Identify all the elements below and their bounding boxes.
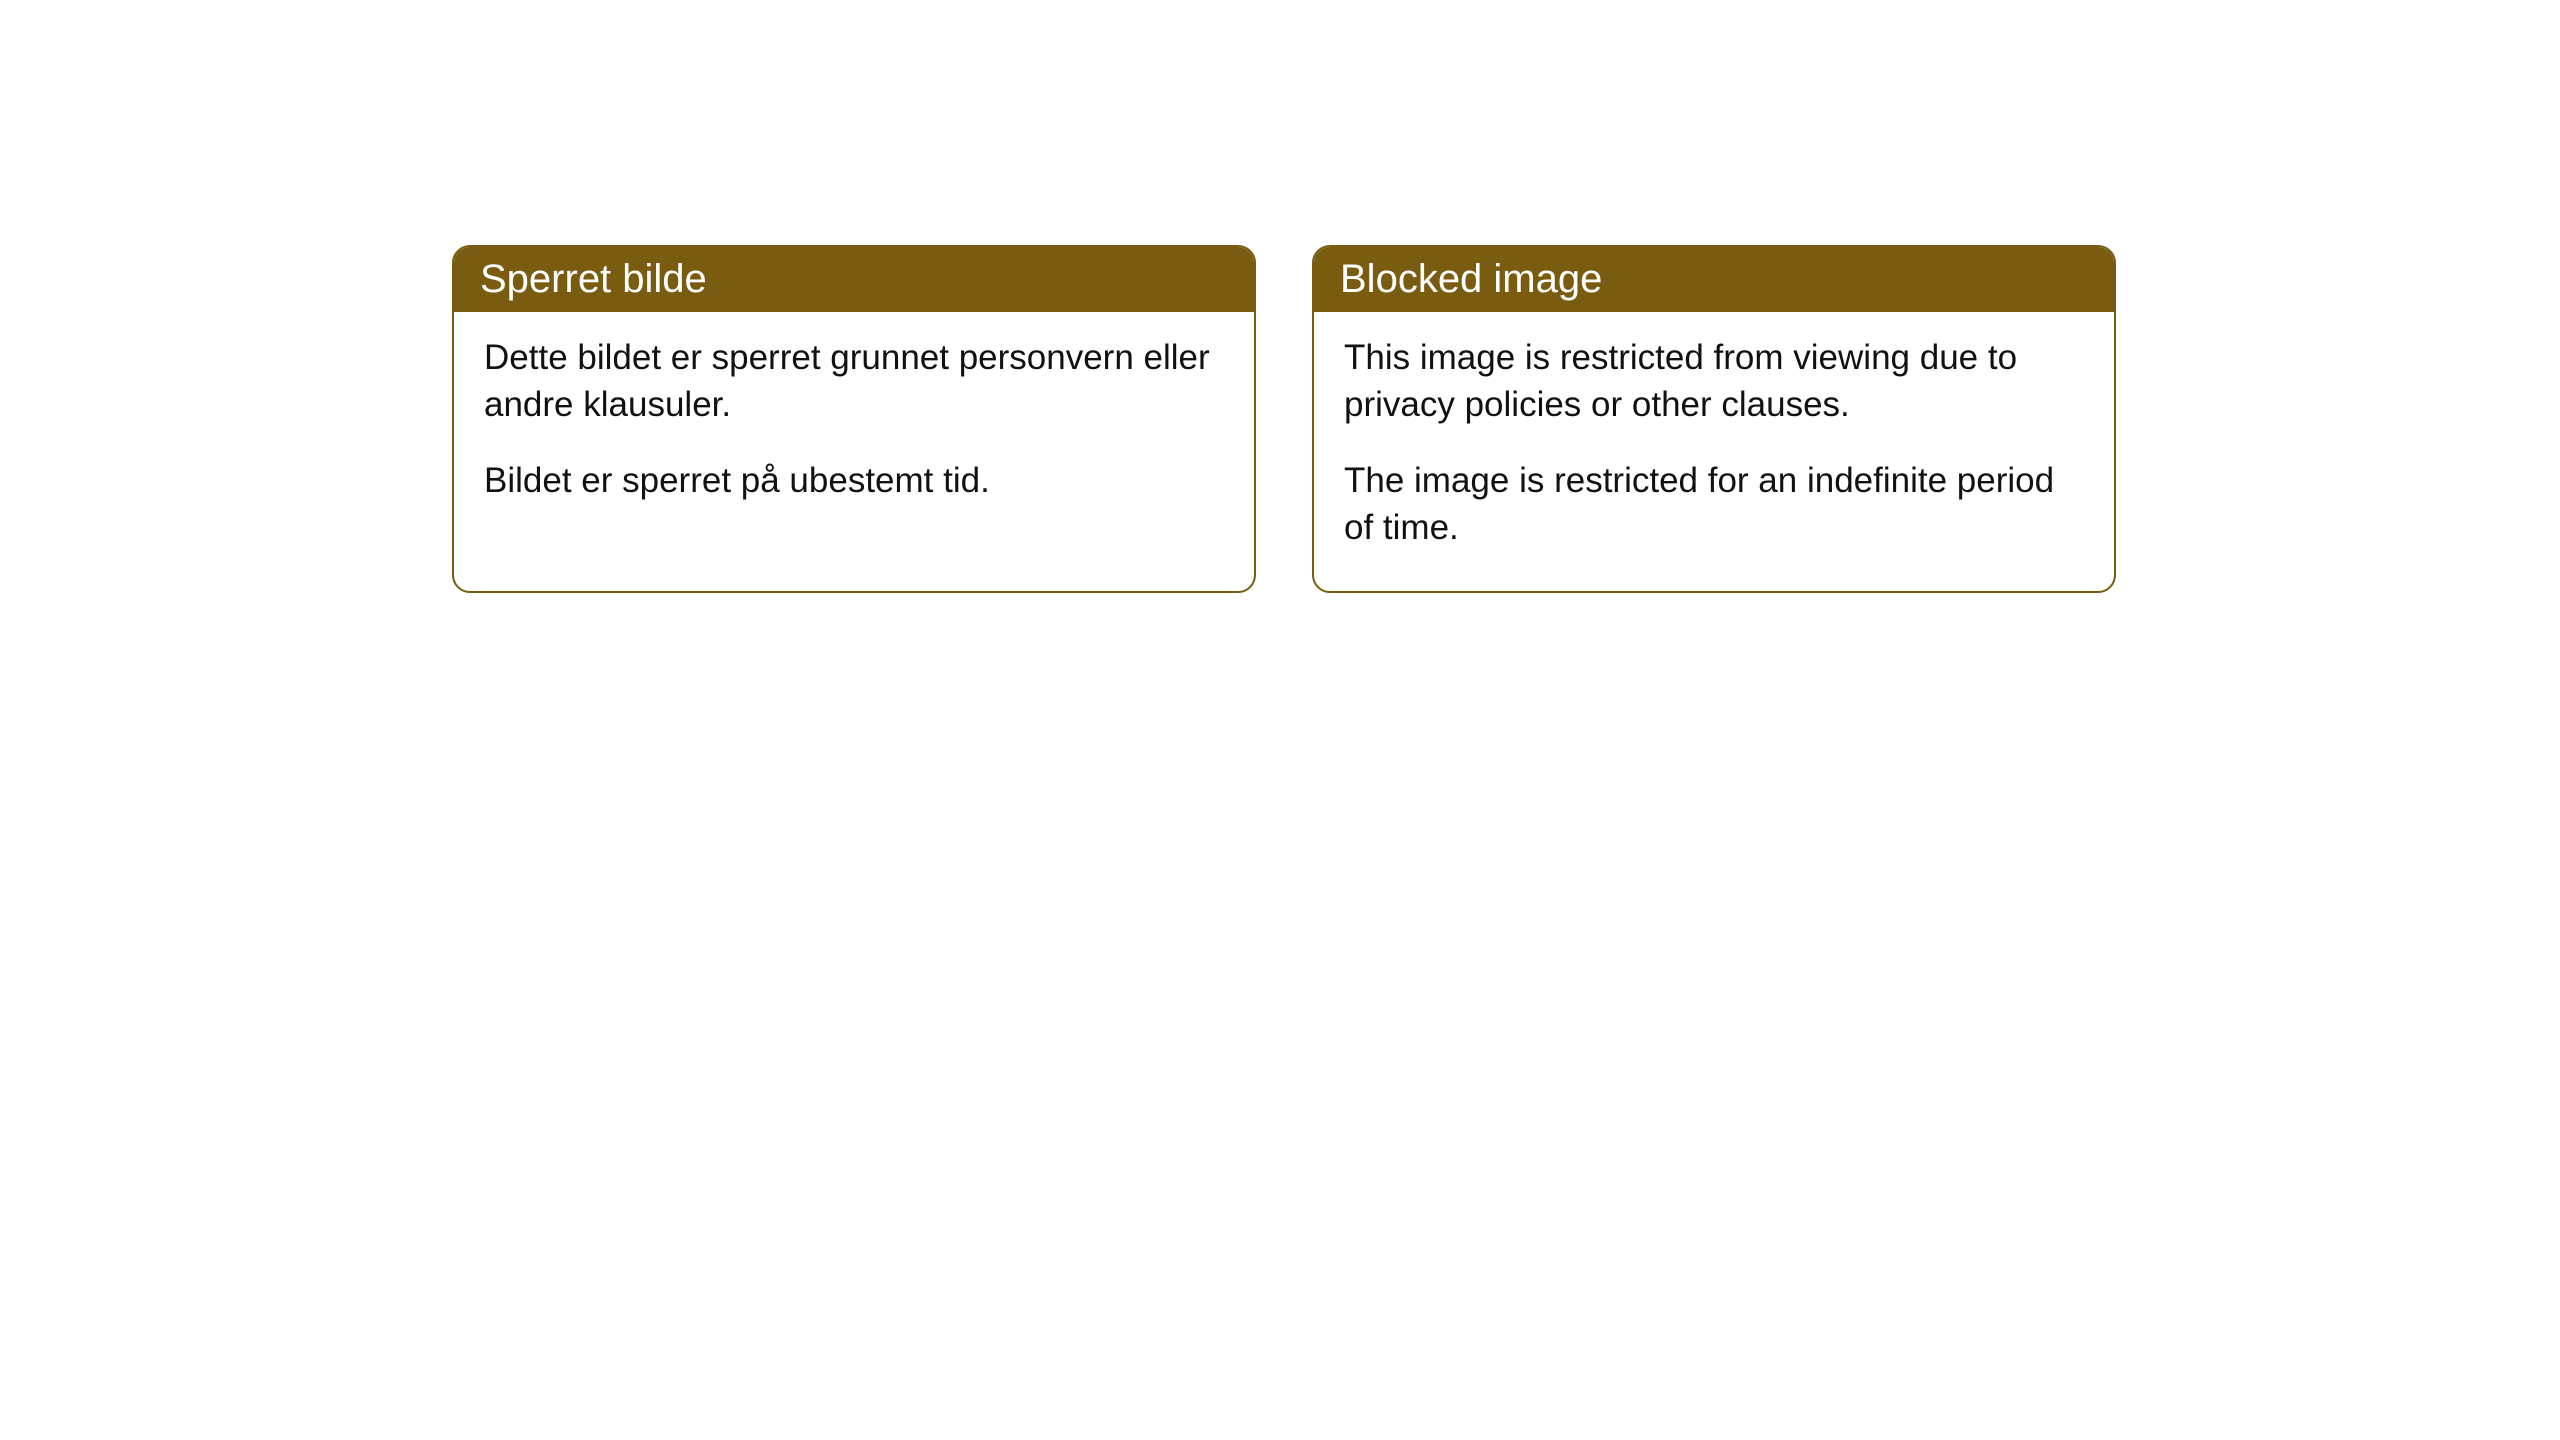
- card-text-no-1: Dette bildet er sperret grunnet personve…: [484, 334, 1224, 429]
- card-text-no-2: Bildet er sperret på ubestemt tid.: [484, 457, 1224, 504]
- card-body-en: This image is restricted from viewing du…: [1314, 312, 2114, 591]
- blocked-image-card-en: Blocked image This image is restricted f…: [1312, 245, 2116, 593]
- cards-container: Sperret bilde Dette bildet er sperret gr…: [0, 0, 2560, 593]
- blocked-image-card-no: Sperret bilde Dette bildet er sperret gr…: [452, 245, 1256, 593]
- card-text-en-2: The image is restricted for an indefinit…: [1344, 457, 2084, 552]
- card-header-en: Blocked image: [1314, 247, 2114, 312]
- card-text-en-1: This image is restricted from viewing du…: [1344, 334, 2084, 429]
- card-header-no: Sperret bilde: [454, 247, 1254, 312]
- card-body-no: Dette bildet er sperret grunnet personve…: [454, 312, 1254, 544]
